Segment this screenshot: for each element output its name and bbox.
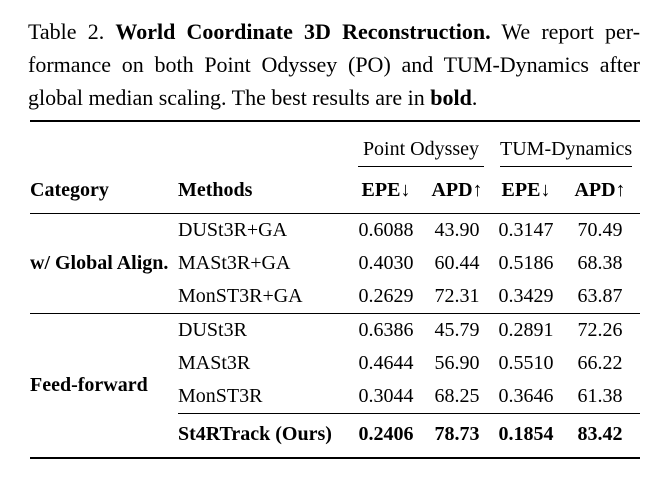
metric-cell: 63.87 bbox=[577, 285, 623, 307]
header-category: Category bbox=[30, 167, 178, 214]
caption-title: World Coordinate 3D Reconstruction. bbox=[115, 19, 491, 44]
metric-cell: 83.42 bbox=[560, 413, 641, 458]
method-cell: DUSt3R+GA bbox=[178, 219, 288, 241]
table-row: MonST3R+GA 0.2629 72.31 0.3429 63.87 bbox=[30, 280, 640, 314]
metric-cell: 0.1854 bbox=[492, 413, 560, 458]
caption-label: Table 2. bbox=[28, 19, 105, 44]
header-methods: Methods bbox=[178, 167, 350, 214]
method-cell: DUSt3R bbox=[178, 313, 350, 347]
column-group-row: Point Odyssey TUM-Dynamics bbox=[30, 121, 640, 167]
category-global-align: w/ Global Align. bbox=[30, 252, 169, 274]
table-row: w/ Global Align. DUSt3R+GA 0.6088 43.90 … bbox=[30, 214, 640, 274]
metric-cell: 70.49 bbox=[577, 219, 623, 241]
metric-cell: 0.2891 bbox=[492, 313, 560, 347]
metric-cell: 0.3646 bbox=[498, 385, 554, 407]
col-group-point-odyssey: Point Odyssey bbox=[350, 121, 492, 167]
table-row: MonST3R 0.3044 68.25 0.3646 61.38 bbox=[30, 380, 640, 414]
results-table: Point Odyssey TUM-Dynamics Category Meth… bbox=[30, 120, 641, 459]
caption-line-2: formance on both Point Odyssey (PO) and … bbox=[28, 48, 640, 81]
metric-cell: 60.44 bbox=[434, 252, 480, 274]
metric-cell: 0.2406 bbox=[350, 413, 422, 458]
caption-line-1: Table 2. World Coordinate 3D Reconstruct… bbox=[28, 15, 640, 48]
metric-cell: 0.5186 bbox=[498, 252, 554, 274]
metric-cell: 72.31 bbox=[434, 285, 480, 307]
caption-bold-word: bold bbox=[430, 85, 472, 110]
table-caption: Table 2. World Coordinate 3D Reconstruct… bbox=[28, 15, 640, 114]
method-cell: MonST3R+GA bbox=[178, 285, 303, 307]
metric-cell: 78.73 bbox=[422, 413, 492, 458]
spacer-cell bbox=[30, 121, 350, 167]
metric-cell: 0.3044 bbox=[358, 385, 414, 407]
method-cell: MonST3R bbox=[178, 385, 263, 407]
metric-cell: 0.4030 bbox=[358, 252, 414, 274]
col-group-tum-dynamics-label: TUM-Dynamics bbox=[500, 138, 632, 167]
metric-cell: 0.6088 bbox=[358, 219, 414, 241]
caption-text-2: formance on both Point Odyssey (PO) and … bbox=[28, 52, 640, 77]
metric-cell: 68.38 bbox=[577, 252, 623, 274]
method-cell-ours: St4RTrack (Ours) bbox=[178, 413, 350, 458]
caption-text-1: We report per- bbox=[501, 19, 641, 44]
metric-cell: 56.90 bbox=[434, 352, 480, 374]
col-group-tum-dynamics: TUM-Dynamics bbox=[492, 121, 640, 167]
metric-cell: 66.22 bbox=[577, 352, 623, 374]
table-row: Feed-forward DUSt3R 0.6386 45.79 0.2891 … bbox=[30, 313, 641, 458]
metric-cell: 0.4644 bbox=[358, 352, 414, 374]
category-feed-forward: Feed-forward bbox=[30, 313, 178, 458]
header-apd-tum: APD↑ bbox=[560, 167, 641, 214]
table-row-ours: St4RTrack (Ours) 0.2406 78.73 0.1854 83.… bbox=[30, 413, 641, 458]
caption-line-3: global median scaling. The best results … bbox=[28, 81, 640, 114]
caption-text-3: global median scaling. The best results … bbox=[28, 85, 425, 110]
header-epe-tum: EPE↓ bbox=[492, 167, 560, 214]
table-row: MASt3R+GA 0.4030 60.44 0.5186 68.38 bbox=[30, 247, 640, 280]
metric-cell: 61.38 bbox=[577, 385, 623, 407]
table-row: MASt3R 0.4644 56.90 0.5510 66.22 bbox=[30, 347, 640, 380]
metric-cell: 68.25 bbox=[434, 385, 480, 407]
metric-cell: 0.3147 bbox=[498, 219, 554, 241]
metric-cell: 45.79 bbox=[422, 313, 492, 347]
metric-cell: 0.2629 bbox=[358, 285, 414, 307]
caption-text-4: . bbox=[471, 85, 478, 110]
metric-cell: 43.90 bbox=[434, 219, 480, 241]
header-epe-po: EPE↓ bbox=[350, 167, 422, 214]
method-cell: MASt3R bbox=[178, 352, 251, 374]
header-apd-po: APD↑ bbox=[422, 167, 492, 214]
method-cell: MASt3R+GA bbox=[178, 252, 291, 274]
column-header-row: Category Methods EPE↓ APD↑ EPE↓ APD↑ bbox=[30, 167, 641, 214]
col-group-point-odyssey-label: Point Odyssey bbox=[358, 138, 484, 167]
metric-cell: 0.5510 bbox=[498, 352, 554, 374]
metric-cell: 0.3429 bbox=[498, 285, 554, 307]
metric-cell: 0.6386 bbox=[350, 313, 422, 347]
metric-cell: 72.26 bbox=[560, 313, 641, 347]
